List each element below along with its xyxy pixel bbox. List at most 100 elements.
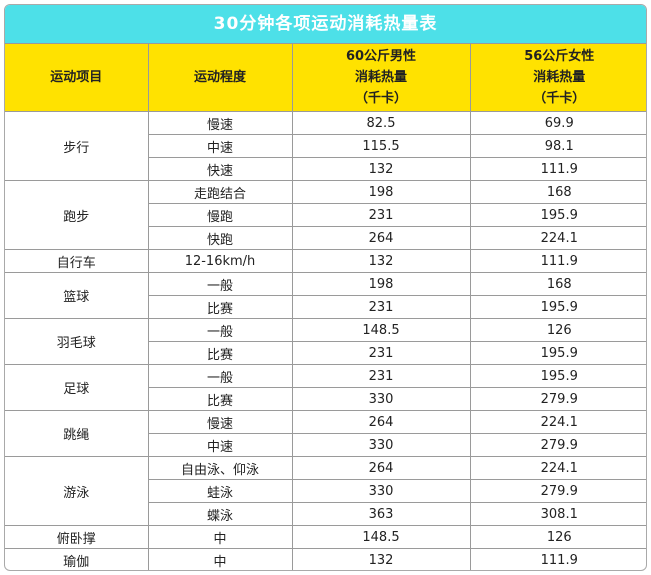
male-cell: 132 — [292, 548, 471, 570]
header-male-line: 60公斤男性 — [345, 49, 417, 64]
female-cell: 195.9 — [470, 364, 646, 388]
header-female-line: 消耗热量 — [533, 70, 586, 85]
level-cell: 中速 — [148, 433, 293, 457]
header-sport: 运动项目 — [5, 44, 149, 112]
table-row: 羽毛球 一般 148.5 126 — [5, 318, 646, 365]
female-cell: 308.1 — [470, 502, 646, 526]
header-female-calories: 56公斤女性 消耗热量 （千卡） — [470, 44, 646, 112]
female-cell: 111.9 — [470, 157, 646, 181]
table-row: 快跑 264 224.1 — [5, 226, 646, 250]
female-cell: 195.9 — [470, 295, 646, 319]
male-cell: 330 — [292, 387, 471, 411]
sport-cell: 俯卧撑 — [5, 525, 149, 549]
sport-cell: 羽毛球 — [5, 318, 149, 365]
level-cell: 比赛 — [148, 387, 293, 411]
male-cell: 264 — [292, 456, 471, 480]
female-cell: 126 — [470, 525, 646, 549]
male-cell: 330 — [292, 479, 471, 503]
header-female-line: （千卡） — [533, 91, 586, 106]
male-cell: 148.5 — [292, 525, 471, 549]
table-row: 步行 慢速 82.5 69.9 — [5, 111, 646, 181]
table-row: 足球 一般 231 195.9 — [5, 364, 646, 411]
level-cell: 蝶泳 — [148, 502, 293, 526]
table-row: 慢跑 231 195.9 — [5, 203, 646, 227]
table-row: 跳绳 慢速 264 224.1 — [5, 410, 646, 457]
female-cell: 111.9 — [470, 249, 646, 273]
sport-cell: 自行车 — [5, 249, 149, 273]
table-row: 瑜伽 中 132 111.9 — [5, 548, 646, 570]
table-row: 比赛 231 195.9 — [5, 295, 646, 319]
level-cell: 慢速 — [148, 111, 293, 135]
header-male-line: （千卡） — [354, 91, 407, 106]
table-row: 游泳 自由泳、仰泳 264 224.1 — [5, 456, 646, 526]
table-row: 篮球 一般 198 168 — [5, 272, 646, 319]
header-female-line: 56公斤女性 — [524, 49, 595, 64]
table-row: 比赛 330 279.9 — [5, 387, 646, 411]
male-cell: 132 — [292, 157, 471, 181]
level-cell: 慢跑 — [148, 203, 293, 227]
header-male-calories: 60公斤男性 消耗热量 （千卡） — [292, 44, 471, 112]
sport-cell: 篮球 — [5, 272, 149, 319]
male-cell: 82.5 — [292, 111, 471, 135]
level-cell: 中 — [148, 525, 293, 549]
female-cell: 168 — [470, 180, 646, 204]
table-row: 快速 132 111.9 — [5, 157, 646, 181]
male-cell: 363 — [292, 502, 471, 526]
female-cell: 224.1 — [470, 456, 646, 480]
female-cell: 98.1 — [470, 134, 646, 158]
table-title: 30分钟各项运动消耗热量表 — [5, 5, 646, 44]
header-level: 运动程度 — [148, 44, 293, 112]
sport-cell: 瑜伽 — [5, 548, 149, 570]
level-cell: 快速 — [148, 157, 293, 181]
table-row: 中速 330 279.9 — [5, 433, 646, 457]
female-cell: 195.9 — [470, 203, 646, 227]
male-cell: 115.5 — [292, 134, 471, 158]
header-male-line: 消耗热量 — [354, 70, 407, 85]
female-cell: 279.9 — [470, 433, 646, 457]
calorie-table-card: 30分钟各项运动消耗热量表 运动项目 运动程度 60公斤男性 消耗热量 （千卡）… — [4, 4, 647, 571]
level-cell: 比赛 — [148, 295, 293, 319]
table-row: 俯卧撑 中 148.5 126 — [5, 525, 646, 549]
male-cell: 198 — [292, 180, 471, 204]
sport-cell: 足球 — [5, 364, 149, 411]
male-cell: 231 — [292, 341, 471, 365]
level-cell: 一般 — [148, 364, 293, 388]
female-cell: 195.9 — [470, 341, 646, 365]
female-cell: 224.1 — [470, 226, 646, 250]
male-cell: 231 — [292, 203, 471, 227]
male-cell: 330 — [292, 433, 471, 457]
level-cell: 快跑 — [148, 226, 293, 250]
table-row: 蝶泳 363 308.1 — [5, 502, 646, 526]
male-cell: 264 — [292, 410, 471, 434]
table-row: 自行车 12-16km/h 132 111.9 — [5, 249, 646, 273]
sport-cell: 跑步 — [5, 180, 149, 250]
level-cell: 中速 — [148, 134, 293, 158]
sport-cell: 步行 — [5, 111, 149, 181]
male-cell: 148.5 — [292, 318, 471, 342]
male-cell: 231 — [292, 295, 471, 319]
male-cell: 231 — [292, 364, 471, 388]
level-cell: 比赛 — [148, 341, 293, 365]
female-cell: 224.1 — [470, 410, 646, 434]
level-cell: 12-16km/h — [148, 249, 293, 273]
table-row: 比赛 231 195.9 — [5, 341, 646, 365]
level-cell: 自由泳、仰泳 — [148, 456, 293, 480]
table-row: 中速 115.5 98.1 — [5, 134, 646, 158]
level-cell: 一般 — [148, 272, 293, 296]
male-cell: 198 — [292, 272, 471, 296]
header-row: 运动项目 运动程度 60公斤男性 消耗热量 （千卡） 56公斤女性 消耗热量 （… — [5, 44, 646, 112]
sport-cell: 游泳 — [5, 456, 149, 526]
male-cell: 132 — [292, 249, 471, 273]
level-cell: 中 — [148, 548, 293, 570]
level-cell: 走跑结合 — [148, 180, 293, 204]
female-cell: 126 — [470, 318, 646, 342]
table-row: 蛙泳 330 279.9 — [5, 479, 646, 503]
level-cell: 一般 — [148, 318, 293, 342]
female-cell: 279.9 — [470, 387, 646, 411]
table-row: 跑步 走跑结合 198 168 — [5, 180, 646, 250]
male-cell: 264 — [292, 226, 471, 250]
female-cell: 168 — [470, 272, 646, 296]
female-cell: 279.9 — [470, 479, 646, 503]
level-cell: 慢速 — [148, 410, 293, 434]
sport-cell: 跳绳 — [5, 410, 149, 457]
